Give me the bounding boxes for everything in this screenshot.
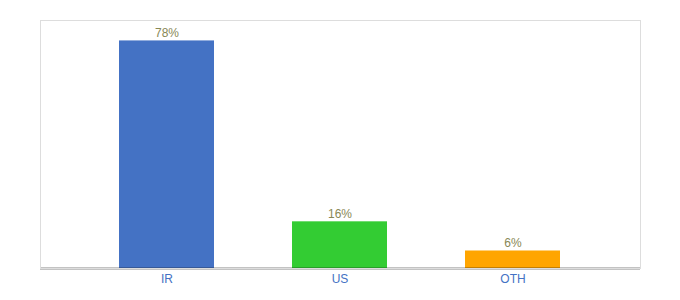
svg-text:16%: 16%: [328, 207, 352, 221]
svg-text:78%: 78%: [155, 26, 179, 40]
svg-text:IR: IR: [161, 272, 173, 286]
svg-text:OTH: OTH: [500, 272, 525, 286]
svg-text:6%: 6%: [504, 236, 522, 250]
svg-text:US: US: [332, 272, 349, 286]
